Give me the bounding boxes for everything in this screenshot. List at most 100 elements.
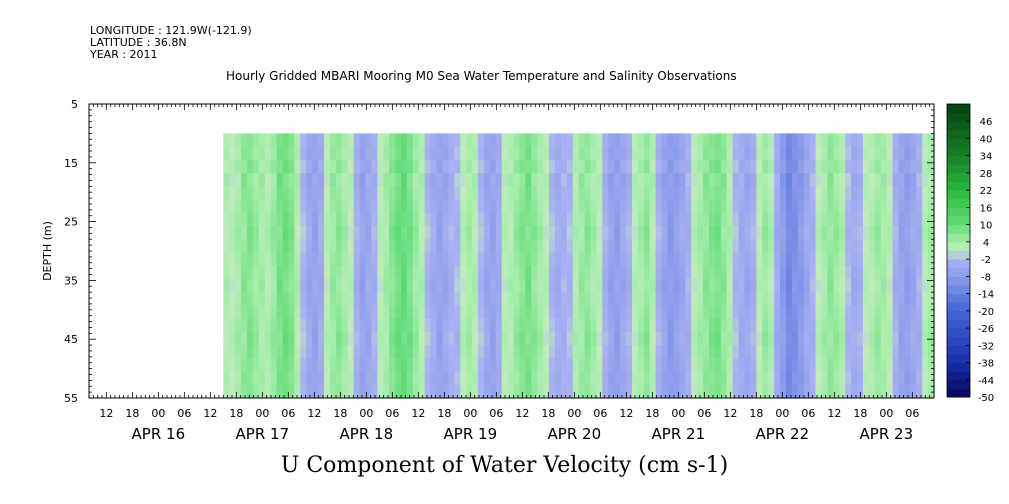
heatmap-cell [720, 371, 728, 386]
heatmap-cell [785, 292, 793, 306]
heatmap-cell [697, 226, 704, 240]
heatmap-cell [566, 331, 574, 346]
x-tick-label: 18 [749, 407, 763, 420]
heatmap-cell [578, 159, 586, 174]
heatmap-cell [365, 318, 372, 333]
heatmap-cell [780, 265, 787, 280]
heatmap-cell [685, 345, 692, 359]
heatmap-cell [738, 226, 746, 240]
heatmap-cell [667, 305, 675, 320]
heatmap-cell [791, 133, 799, 148]
heatmap-cell [252, 159, 260, 174]
heatmap-cell [276, 252, 284, 267]
heatmap-cell [791, 173, 799, 187]
heatmap-cell [519, 305, 526, 320]
heatmap-cell [845, 358, 852, 373]
heatmap-cell [839, 186, 846, 201]
heatmap-cell [768, 212, 775, 227]
heatmap-cell [631, 345, 639, 359]
heatmap-cell [525, 226, 532, 240]
heatmap-cell [418, 186, 426, 201]
heatmap-cell [554, 384, 562, 399]
heatmap-cell [318, 226, 325, 240]
heatmap-cell [833, 186, 840, 201]
heatmap-cell [720, 331, 728, 346]
heatmap-cell [714, 133, 722, 148]
heatmap-cell [857, 331, 864, 346]
heatmap-cell [738, 358, 746, 373]
heatmap-cell [821, 159, 828, 174]
heatmap-cell [347, 146, 355, 161]
heatmap-cell [235, 239, 242, 254]
heatmap-cell [341, 305, 349, 320]
heatmap-cell [815, 371, 823, 386]
heatmap-cell [886, 358, 894, 373]
heatmap-cell [264, 358, 272, 373]
heatmap-cell [489, 173, 497, 187]
heatmap-cell [626, 371, 633, 386]
heatmap-cell [803, 345, 811, 359]
heatmap-cell [708, 133, 716, 148]
heatmap-cell [430, 292, 438, 306]
heatmap-cell [768, 371, 775, 386]
heatmap-cell [643, 252, 651, 267]
colorbar-label: 10 [980, 221, 993, 232]
heatmap-cell [685, 305, 692, 320]
heatmap-cell [430, 384, 438, 399]
heatmap-cell [395, 186, 402, 201]
heatmap-cell [596, 318, 603, 333]
x-tick-label: 06 [905, 407, 919, 420]
heatmap-cell [543, 265, 550, 280]
heatmap-cell [412, 331, 420, 346]
heatmap-cell [436, 358, 444, 373]
heatmap-cell [643, 133, 651, 148]
heatmap-cell [501, 358, 509, 373]
heatmap-cell [489, 186, 497, 201]
heatmap-cell [578, 358, 586, 373]
heatmap-cell [791, 292, 799, 306]
x-tick-label: 12 [515, 407, 529, 420]
heatmap-cell [762, 186, 769, 201]
heatmap-cell [910, 371, 917, 386]
heatmap-cell [282, 278, 290, 293]
heatmap-cell [922, 265, 929, 280]
heatmap-cell [691, 292, 698, 306]
heatmap-cell [791, 212, 799, 227]
colorbar-swatch [947, 336, 970, 346]
heatmap-cell [886, 331, 894, 346]
x-day-label: APR 20 [548, 425, 602, 443]
heatmap-cell [560, 265, 568, 280]
heatmap-cell [774, 384, 781, 399]
heatmap-cell [572, 371, 580, 386]
colorbar-label: 4 [983, 238, 989, 249]
heatmap-cell [590, 384, 598, 399]
heatmap-cell [560, 305, 568, 320]
heatmap-cell [318, 159, 325, 174]
heatmap-cell [318, 358, 325, 373]
heatmap-cell [235, 331, 242, 346]
heatmap-cell [300, 278, 307, 293]
heatmap-cell [667, 199, 675, 214]
heatmap-cell [714, 371, 722, 386]
heatmap-cell [673, 265, 680, 280]
heatmap-cell [862, 212, 870, 227]
heatmap-cell [223, 318, 230, 333]
heatmap-cell [282, 186, 290, 201]
heatmap-cell [371, 159, 378, 174]
heatmap-cell [294, 186, 301, 201]
heatmap-cell [572, 133, 580, 148]
heatmap-cell [448, 173, 455, 187]
year-label: YEAR : 2011 [90, 48, 158, 61]
y-tick-label: 55 [64, 392, 78, 405]
heatmap-cell [365, 186, 372, 201]
heatmap-cell [797, 331, 805, 346]
heatmap-cell [418, 212, 426, 227]
heatmap-cell [288, 133, 295, 148]
heatmap-cell [839, 318, 846, 333]
heatmap-cell [466, 278, 473, 293]
heatmap-cell [507, 226, 515, 240]
heatmap-cell [839, 292, 846, 306]
heatmap-cell [258, 173, 266, 187]
heatmap-cell [649, 186, 657, 201]
heatmap-cell [531, 212, 538, 227]
